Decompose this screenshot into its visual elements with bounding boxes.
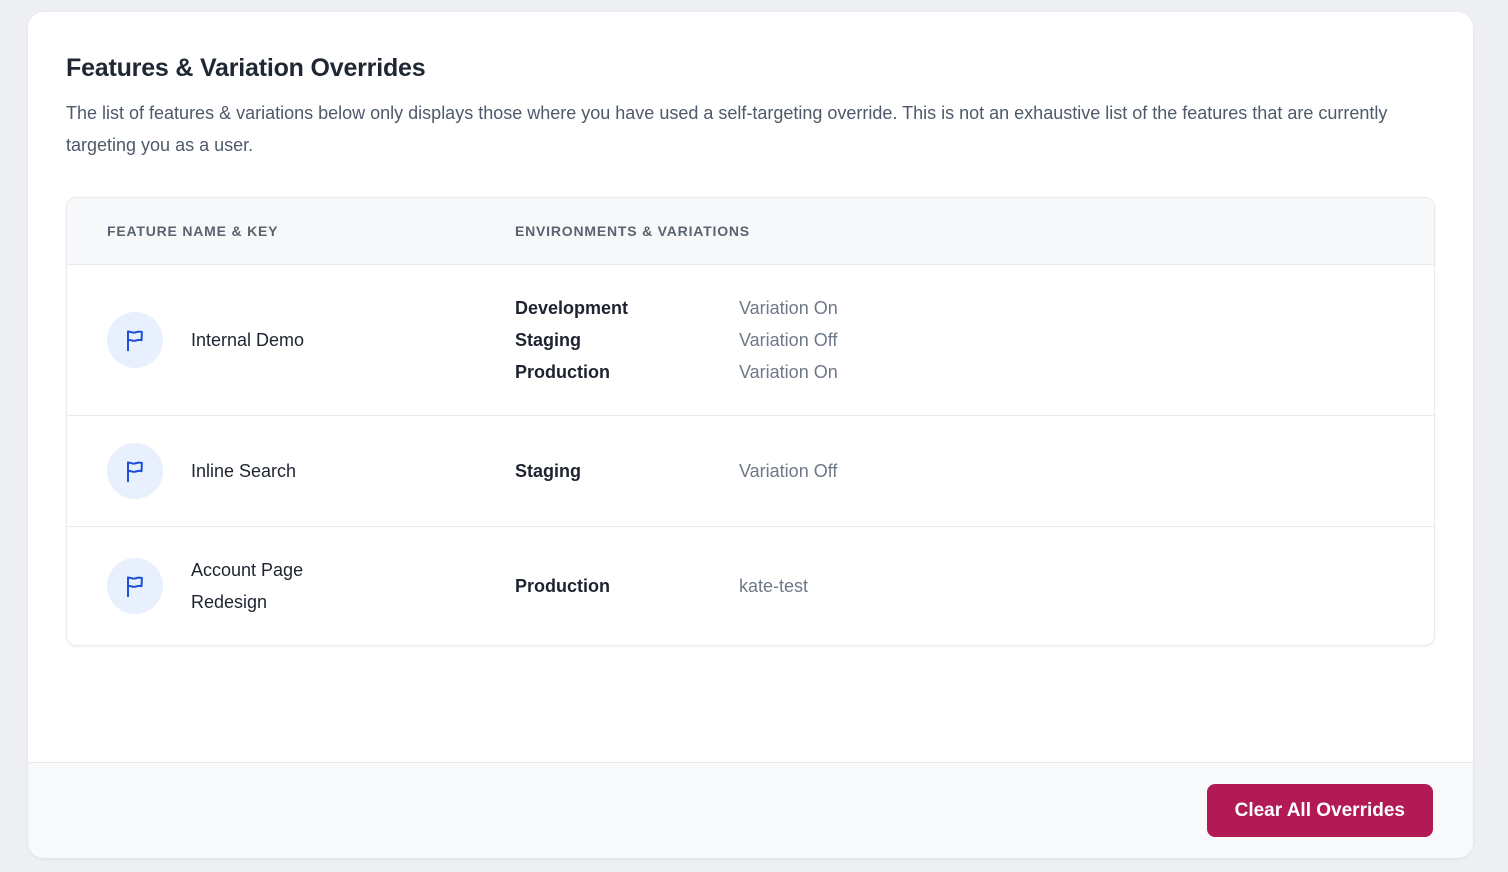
flag-avatar [107, 443, 163, 499]
table-row: Inline Search Staging Variation Off [67, 415, 1434, 526]
environment-name: Staging [515, 461, 581, 481]
environment-line: Staging Variation Off [515, 324, 1434, 356]
column-header-feature-name: FEATURE NAME & KEY [107, 223, 279, 239]
panel-description: The list of features & variations below … [66, 103, 1388, 155]
flag-avatar [107, 312, 163, 368]
feature-name: Internal Demo [191, 330, 305, 350]
page-title: Features & Variation Overrides [66, 54, 426, 82]
flag-icon [121, 457, 149, 485]
feature-name: Inline Search [191, 461, 297, 481]
clear-all-overrides-button[interactable]: Clear All Overrides [1206, 784, 1433, 837]
feature-cell: Account Page Redesign [67, 554, 515, 618]
environment-name: Staging [515, 330, 581, 350]
overrides-panel: Features & Variation Overrides The list … [28, 12, 1473, 858]
flag-icon [121, 326, 149, 354]
table-row: Internal Demo Development Variation On S… [67, 264, 1434, 415]
flag-avatar [107, 558, 163, 614]
variation-value: Variation On [739, 362, 838, 382]
environment-line: Staging Variation Off [515, 455, 1434, 487]
environment-name: Development [515, 298, 629, 318]
variation-value: kate-test [739, 576, 809, 596]
environment-line: Production kate-test [515, 570, 1434, 602]
variation-value: Variation Off [739, 330, 838, 350]
feature-cell: Inline Search [67, 443, 515, 499]
environment-line: Production Variation On [515, 356, 1434, 388]
feature-cell: Internal Demo [67, 312, 515, 368]
variation-value: Variation On [739, 298, 838, 318]
panel-body: Features & Variation Overrides The list … [28, 12, 1473, 762]
environment-name: Production [515, 576, 610, 596]
table-row: Account Page Redesign Production kate-te… [67, 526, 1434, 645]
panel-footer: Clear All Overrides [28, 762, 1473, 858]
overrides-table: FEATURE NAME & KEY ENVIRONMENTS & VARIAT… [66, 197, 1435, 646]
environment-name: Production [515, 362, 610, 382]
environment-line: Development Variation On [515, 292, 1434, 324]
column-header-environments: ENVIRONMENTS & VARIATIONS [515, 223, 750, 239]
environments-cell: Production kate-test [515, 570, 1434, 602]
flag-icon [121, 572, 149, 600]
feature-name: Account Page Redesign [191, 560, 304, 612]
environments-cell: Development Variation On Staging Variati… [515, 292, 1434, 388]
variation-value: Variation Off [739, 461, 838, 481]
environments-cell: Staging Variation Off [515, 455, 1434, 487]
table-header-row: FEATURE NAME & KEY ENVIRONMENTS & VARIAT… [67, 198, 1434, 264]
